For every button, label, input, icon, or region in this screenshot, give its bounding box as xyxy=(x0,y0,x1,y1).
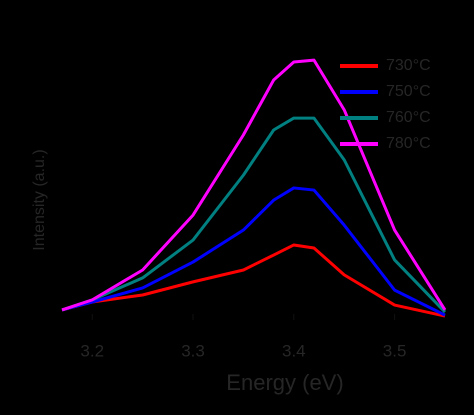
legend-label: 750°C xyxy=(386,83,431,100)
x-tick-label: 3.3 xyxy=(181,341,205,360)
series-line xyxy=(61,186,446,317)
x-tick-label: 3.4 xyxy=(282,341,306,360)
x-tick-label: 3.5 xyxy=(383,341,407,360)
series-line xyxy=(61,58,447,312)
y-axis-label: Intensity (a.u.) xyxy=(31,149,48,250)
legend-label: 780°C xyxy=(386,135,431,152)
series-line xyxy=(61,243,446,318)
series-line xyxy=(61,116,447,314)
x-axis-label: Energy (eV) xyxy=(226,370,343,395)
legend-label: 760°C xyxy=(386,109,431,126)
x-tick-label: 3.2 xyxy=(80,341,104,360)
legend-label: 730°C xyxy=(386,57,431,74)
